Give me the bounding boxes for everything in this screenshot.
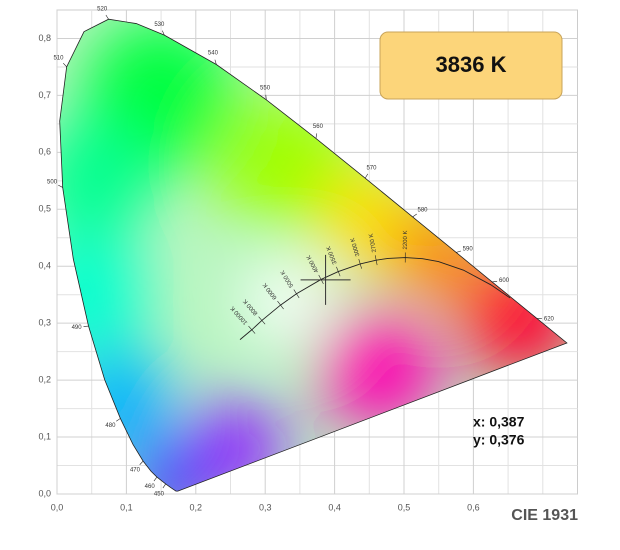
wavelength-label: 490 [72, 325, 83, 331]
wavelength-label: 580 [417, 208, 428, 214]
wavelength-label: 500 [47, 179, 58, 185]
wavelength-label: 540 [208, 51, 219, 57]
cct-tick [258, 316, 266, 325]
cct-tick [248, 325, 256, 334]
wavelength-label: 450 [154, 491, 165, 497]
y-tick-label: 0,8 [38, 33, 51, 43]
locus-tick [58, 184, 63, 188]
wavelength-label: 550 [260, 85, 271, 91]
locus-tick [364, 173, 369, 179]
cct-tick [358, 259, 362, 269]
locus-tick [116, 418, 121, 422]
cct-tick-label: 2700 K [369, 233, 379, 253]
x-tick-label: 0,5 [398, 502, 411, 512]
cct-tick-label: 2200 K [403, 230, 409, 249]
spectral-locus [59, 18, 568, 492]
point-x-label: x: 0,387 [473, 414, 525, 430]
y-tick-label: 0,0 [38, 488, 51, 498]
y-tick-label: 0,1 [38, 431, 51, 441]
locus-tick [265, 94, 267, 100]
x-tick-label: 0,2 [190, 502, 203, 512]
cct-tick [336, 266, 341, 277]
wavelength-label: 470 [130, 467, 141, 473]
x-tick-label: 0,6 [467, 502, 480, 512]
wavelength-label: 510 [53, 56, 64, 62]
x-tick-label: 0,1 [120, 502, 133, 512]
y-tick-label: 0,4 [38, 261, 51, 271]
wavelength-label: 590 [463, 246, 474, 252]
y-tick-label: 0,6 [38, 147, 51, 157]
y-tick-label: 0,3 [38, 318, 51, 328]
y-tick-label: 0,5 [38, 204, 51, 214]
crosshair [300, 254, 351, 305]
wavelength-label: 620 [544, 317, 555, 323]
locus-tick [83, 325, 89, 327]
chart-title: CIE 1931 [511, 507, 578, 524]
point-y-label: y: 0,376 [473, 432, 525, 448]
wavelength-label: 460 [145, 484, 156, 490]
locus-tick [162, 30, 165, 36]
locus-tick [456, 250, 462, 253]
cct-tick [277, 300, 284, 310]
locus-tick [162, 483, 166, 489]
cct-tick [374, 255, 378, 266]
y-tick-label: 0,7 [38, 90, 51, 100]
wavelength-label: 530 [154, 22, 165, 28]
x-tick-label: 0,3 [259, 502, 272, 512]
x-tick-label: 0,0 [51, 502, 64, 512]
wavelength-label: 600 [499, 278, 510, 284]
cct-box [379, 31, 563, 100]
locus-tick [315, 133, 318, 139]
locus-tick [63, 62, 67, 68]
cct-tick [293, 289, 300, 299]
cct-label: 3836 K [436, 52, 507, 77]
wavelength-label: 480 [105, 423, 116, 429]
wavelength-label: 570 [366, 165, 377, 171]
locus-tick [139, 460, 144, 465]
locus-tick [412, 213, 417, 218]
locus-tick [214, 59, 217, 65]
planckian-locus [239, 257, 511, 340]
locus-tick [492, 281, 498, 283]
locus-tick [153, 476, 158, 482]
x-tick-label: 0,4 [328, 502, 341, 512]
wavelength-label: 520 [97, 7, 108, 13]
y-tick-label: 0,2 [38, 374, 51, 384]
cct-tick-label: 3000 K [350, 237, 361, 257]
wavelength-label: 560 [313, 124, 324, 130]
locus-tick [105, 14, 109, 20]
